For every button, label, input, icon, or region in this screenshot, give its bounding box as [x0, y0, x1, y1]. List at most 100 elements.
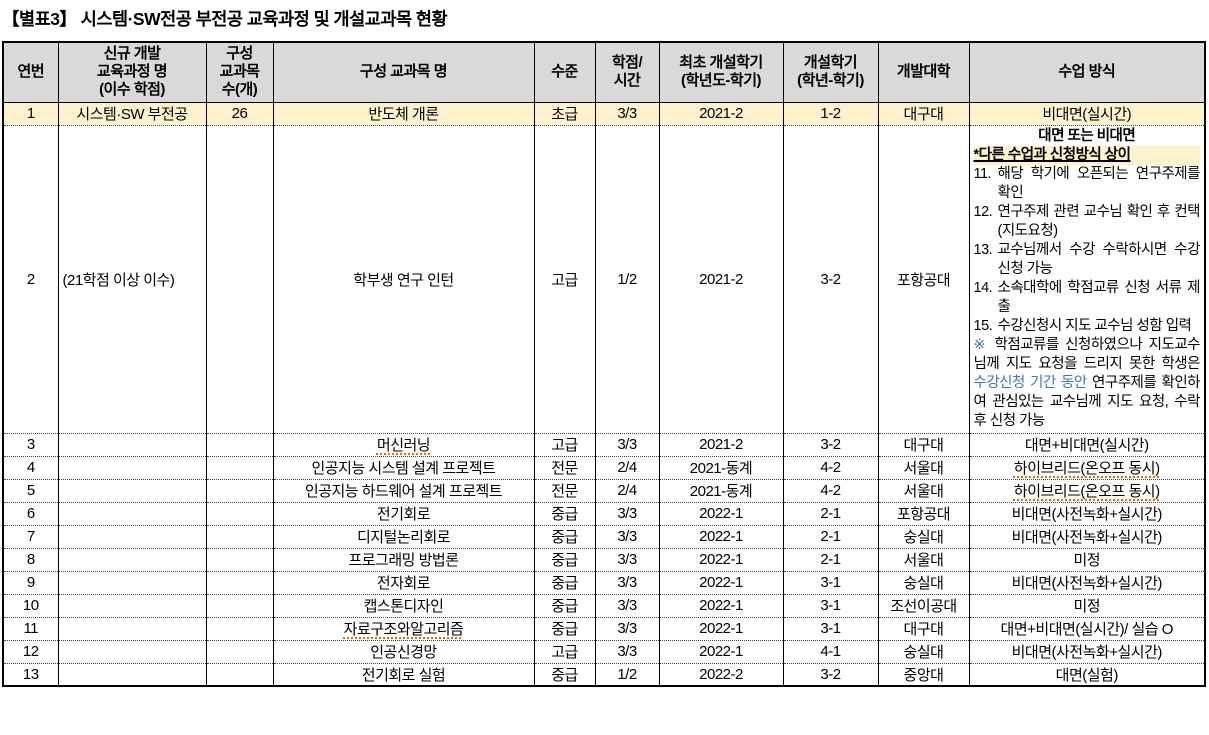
cell-no: 6 — [3, 502, 59, 526]
cell-text: 1-2 — [820, 105, 841, 122]
cell-text: 대면+비대면(실시간)/ 실습 O — [1000, 621, 1174, 638]
cell-text: 반도체 개론 — [368, 106, 439, 123]
cell-open-term: 4-1 — [783, 640, 879, 664]
cell-first-term: 2021-동계 — [659, 456, 784, 480]
method-step: 13. 교수님께서 수강 수락하시면 수강신청 가능 — [974, 241, 1201, 279]
header-credit: 학점/ 시간 — [595, 42, 660, 103]
cell-text: 중급 — [551, 529, 578, 546]
cell-method: 대면+비대면(실시간) — [969, 433, 1206, 457]
cell-text: 2021-2 — [699, 105, 743, 122]
cell-first-term: 2022-2 — [659, 663, 784, 686]
cell-no: 12 — [3, 640, 59, 664]
header-course: 구성 교과목 명 — [273, 42, 535, 103]
method-step: 15. 수강신청시 지도 교수님 성함 입력 — [974, 317, 1201, 336]
cell-count — [206, 548, 274, 572]
cell-univ: 서울대 — [878, 479, 970, 503]
table-row: 8 프로그래밍 방법론 중급 3/3 2022-1 2-1 서울대 미정 — [3, 548, 1206, 572]
cell-credit: 1/2 — [595, 125, 660, 434]
cell-text: 5 — [26, 482, 35, 499]
cell-method: 대면+비대면(실시간)/ 실습 O — [969, 617, 1206, 641]
cell-text: 서울대 — [903, 483, 944, 500]
cell-count: 26 — [206, 102, 274, 126]
cell-text: 6 — [26, 505, 35, 522]
cell-text: 2021-동계 — [689, 460, 753, 477]
cell-program — [58, 433, 207, 457]
cell-text: 2022-1 — [699, 620, 743, 637]
cell-text: 시스템·SW 부전공 — [76, 106, 188, 123]
cell-text: 3-2 — [820, 665, 841, 683]
cell-text: 4-1 — [820, 643, 841, 660]
cell-method: 비대면(사전녹화+실시간) — [969, 640, 1206, 664]
cell-text: 3-2 — [820, 436, 841, 453]
cell-text: 포항공대 — [896, 271, 951, 289]
cell-text: 1 — [26, 105, 35, 122]
cell-text: 3/3 — [617, 597, 637, 614]
cell-first-term: 2022-1 — [659, 525, 784, 549]
header-count: 구성 교과목 수(개) — [206, 42, 274, 103]
step-number: 11. — [973, 165, 992, 182]
cell-text: 중급 — [551, 666, 578, 684]
cell-program — [58, 617, 207, 641]
table-row: 12 인공신경망 고급 3/3 2022-1 4-1 숭실대 비대면(사전녹화+실시간) — [3, 640, 1206, 664]
cell-text: 미정 — [1073, 552, 1101, 569]
cell-credit: 3/3 — [595, 571, 660, 595]
cell-text: 11 — [23, 620, 39, 637]
cell-first-term: 2021-2 — [659, 433, 784, 457]
cell-text: 26 — [231, 105, 248, 122]
cell-open-term: 3-2 — [783, 433, 879, 457]
cell-text: 3/3 — [617, 574, 637, 591]
cell-no: 13 — [3, 663, 59, 686]
step-text: 연구주제 관련 교수님 확인 후 컨택(지도요청) — [997, 203, 1201, 239]
cell-text: 2021-2 — [699, 270, 743, 288]
cell-program — [58, 640, 207, 664]
cell-text: 대면+비대면(실시간) — [1024, 437, 1149, 454]
cell-method: 미정 — [969, 594, 1206, 618]
cell-text: 4-2 — [820, 459, 841, 476]
cell-text: 1/2 — [617, 270, 637, 288]
cell-level: 고급 — [534, 640, 596, 664]
cell-credit: 3/3 — [595, 433, 660, 457]
cell-text: 3/3 — [617, 105, 637, 122]
method-title: 대면 또는 비대면 — [1038, 127, 1136, 144]
cell-text: 학부생 연구 인턴 — [353, 271, 454, 289]
cell-credit: 3/3 — [595, 502, 660, 526]
cell-program — [58, 571, 207, 595]
cell-text: 9 — [26, 574, 35, 591]
cell-count — [206, 456, 274, 480]
cell-no: 10 — [3, 594, 59, 618]
cell-credit: 3/3 — [595, 548, 660, 572]
cell-level: 중급 — [534, 502, 596, 526]
cell-text: 고급 — [551, 644, 578, 661]
cell-text: 중급 — [551, 552, 578, 569]
cell-text: 2022-1 — [699, 551, 743, 568]
cell-text: 하이브리드(온오프 동시) — [1013, 483, 1160, 500]
header-method: 수업 방식 — [969, 42, 1206, 103]
cell-first-term: 2021-2 — [659, 102, 784, 126]
cell-program — [58, 663, 207, 686]
cell-univ: 숭실대 — [878, 640, 970, 664]
cell-course: 학부생 연구 인턴 — [273, 125, 535, 434]
table-row: 4 인공지능 시스템 설계 프로젝트 전문 2/4 2021-동계 4-2 서울대 하이브리드… — [3, 456, 1206, 480]
cell-level: 초급 — [534, 102, 596, 126]
cell-course: 전기회로 — [273, 502, 535, 526]
cell-first-term: 2022-1 — [659, 502, 784, 526]
cell-text: 머신러닝 — [376, 437, 431, 454]
cell-text: 2022-1 — [699, 597, 743, 614]
cell-level: 전문 — [534, 479, 596, 503]
cell-course: 반도체 개론 — [273, 102, 535, 126]
cell-text: 7 — [26, 528, 35, 545]
cell-text: 인공신경망 — [370, 644, 437, 661]
cell-text: 서울대 — [903, 460, 944, 477]
cell-text: 2-1 — [820, 528, 841, 545]
header-univ: 개발대학 — [878, 42, 970, 103]
cell-level: 중급 — [534, 617, 596, 641]
cell-level: 고급 — [534, 433, 596, 457]
cell-text: 3-1 — [820, 597, 841, 614]
step-number: 15. — [973, 317, 993, 334]
cell-univ: 대구대 — [878, 433, 970, 457]
cell-credit: 2/4 — [595, 456, 660, 480]
cell-text: 초급 — [551, 106, 578, 123]
cell-open-term: 4-2 — [783, 456, 879, 480]
method-step: 12. 연구주제 관련 교수님 확인 후 컨택(지도요청) — [974, 203, 1201, 241]
cell-method: 하이브리드(온오프 동시) — [969, 479, 1206, 503]
